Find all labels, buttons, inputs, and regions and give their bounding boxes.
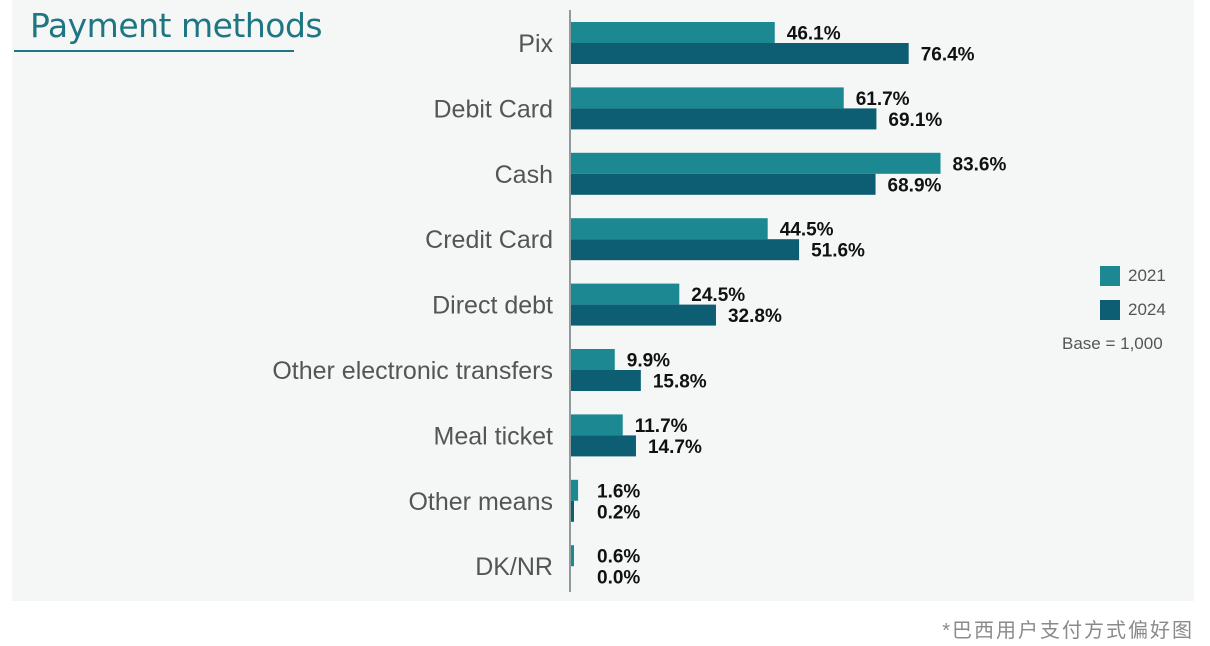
category-label-debit-card: Debit Card bbox=[434, 95, 554, 123]
base-note: Base = 1,000 bbox=[1062, 334, 1163, 353]
value-label-2024-meal-ticket: 14.7% bbox=[648, 437, 702, 458]
chart-title: Payment methods bbox=[30, 6, 323, 45]
legend-item-2024: 2024 bbox=[1100, 298, 1200, 322]
bar-2021-pix bbox=[571, 22, 775, 43]
value-label-2021-cash: 83.6% bbox=[953, 154, 1007, 175]
value-label-2021-other-electronic-transfers: 9.9% bbox=[627, 351, 670, 372]
value-label-2021-other-means: 1.6% bbox=[597, 481, 640, 502]
value-label-2024-debit-card: 69.1% bbox=[888, 110, 942, 131]
bar-2021-credit-card bbox=[571, 218, 768, 240]
value-label-2021-meal-ticket: 11.7% bbox=[635, 416, 688, 437]
category-label-direct-debt: Direct debt bbox=[432, 292, 553, 320]
bar-2024-other-electronic-transfers bbox=[571, 370, 641, 391]
bar-2024-meal-ticket bbox=[571, 435, 636, 457]
value-label-2021-credit-card: 44.5% bbox=[780, 220, 834, 241]
value-label-2024-other-means: 0.2% bbox=[597, 502, 640, 523]
category-label-cash: Cash bbox=[495, 161, 553, 189]
value-label-2024-pix: 76.4% bbox=[921, 45, 975, 66]
value-label-2024-direct-debt: 32.8% bbox=[728, 306, 782, 327]
bar-2021-debit-card bbox=[571, 87, 844, 109]
value-label-2021-pix: 46.1% bbox=[787, 24, 841, 45]
legend-swatch-2024 bbox=[1100, 300, 1120, 320]
bar-2021-other-electronic-transfers bbox=[571, 349, 615, 370]
value-label-2024-cash: 68.9% bbox=[888, 175, 942, 196]
value-label-2024-dk-nr: 0.0% bbox=[597, 568, 640, 589]
value-label-2024-credit-card: 51.6% bbox=[811, 241, 865, 262]
legend: 2021 2024 bbox=[1100, 264, 1200, 332]
category-label-dk-nr: DK/NR bbox=[475, 553, 553, 581]
bar-2024-credit-card bbox=[571, 239, 800, 261]
value-label-2024-other-electronic-transfers: 15.8% bbox=[653, 372, 707, 393]
bar-2024-debit-card bbox=[571, 108, 877, 130]
category-label-other-electronic-transfers: Other electronic transfers bbox=[272, 357, 553, 385]
legend-swatch-2021 bbox=[1100, 266, 1120, 286]
bar-2021-cash bbox=[571, 152, 941, 174]
legend-label-2024: 2024 bbox=[1128, 300, 1166, 319]
value-label-2021-direct-debt: 24.5% bbox=[691, 285, 745, 306]
bar-2024-cash bbox=[571, 173, 876, 195]
legend-label-2021: 2021 bbox=[1128, 266, 1166, 285]
bar-2021-other-means bbox=[571, 479, 579, 501]
bar-2024-direct-debt bbox=[571, 304, 716, 326]
title-underline bbox=[14, 50, 294, 52]
category-label-other-means: Other means bbox=[408, 488, 553, 516]
value-label-2021-debit-card: 61.7% bbox=[856, 89, 910, 110]
value-label-2021-dk-nr: 0.6% bbox=[597, 547, 640, 568]
category-label-meal-ticket: Meal ticket bbox=[434, 422, 554, 450]
bar-2024-other-means bbox=[571, 500, 574, 522]
bar-2021-dk-nr bbox=[571, 545, 574, 567]
image-caption: *巴西用户支付方式偏好图 bbox=[942, 620, 1194, 642]
bar-2021-direct-debt bbox=[571, 283, 680, 305]
legend-item-2021: 2021 bbox=[1100, 264, 1200, 288]
category-label-credit-card: Credit Card bbox=[425, 226, 553, 254]
bar-2021-meal-ticket bbox=[571, 414, 623, 436]
bar-2024-pix bbox=[571, 43, 909, 64]
category-label-pix: Pix bbox=[518, 30, 553, 58]
